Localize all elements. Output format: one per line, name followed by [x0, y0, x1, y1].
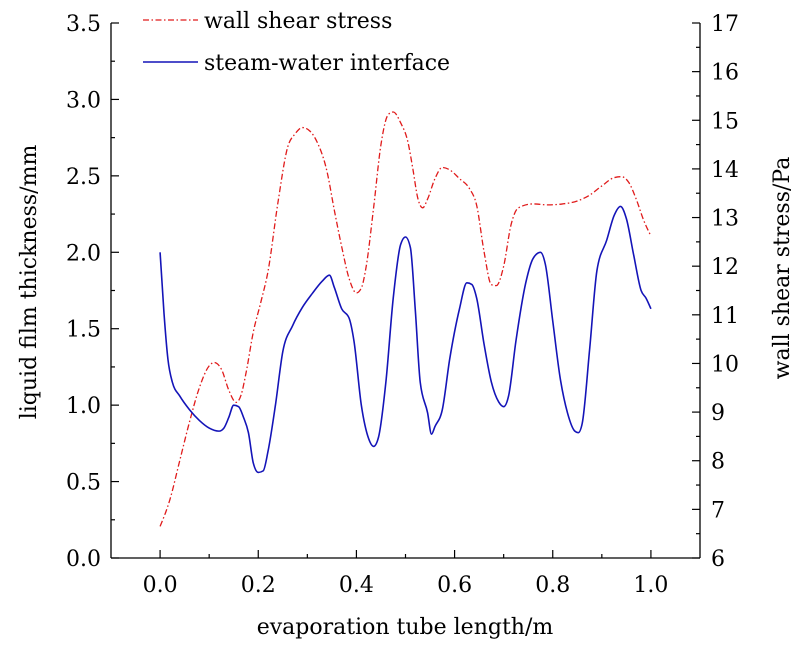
- y-tick-label-left: 0.5: [66, 471, 101, 496]
- y-tick-label-right: 10: [711, 352, 739, 377]
- y-tick-label-right: 12: [711, 255, 739, 280]
- y-tick-label-right: 13: [711, 207, 739, 232]
- y-tick-label-left: 2.5: [66, 165, 101, 190]
- y-tick-label-right: 14: [711, 158, 739, 183]
- tick-labels: 0.0 0.2 0.4 0.6 0.8 1.0 0.0 0.5 1.0 1.5 2.0 2.5 3.0 3…: [66, 12, 739, 598]
- x-tick-label: 0.8: [535, 573, 570, 598]
- y-tick-label-right: 7: [711, 498, 725, 523]
- x-tick-label: 0.0: [143, 573, 178, 598]
- y-tick-label-left: 2.0: [66, 241, 101, 266]
- x-tick-label: 0.2: [241, 573, 276, 598]
- x-tick-label: 1.0: [633, 573, 668, 598]
- y-axis-label-right: wall shear stress/Pa: [770, 157, 795, 380]
- y-tick-label-left: 3.5: [66, 12, 101, 37]
- y-tick-label-right: 16: [711, 61, 739, 86]
- y-tick-label-left: 1.0: [66, 394, 101, 419]
- plot-area: [159, 111, 652, 527]
- y-tick-label-right: 6: [711, 547, 725, 572]
- y-tick-label-right: 9: [711, 401, 725, 426]
- legend-label: wall shear stress: [204, 9, 392, 34]
- x-tick-label: 0.4: [339, 573, 374, 598]
- y-tick-label-left: 0.0: [66, 547, 101, 572]
- y-tick-label-right: 17: [711, 12, 739, 37]
- ticks: [111, 22, 700, 559]
- legend: wall shear stress steam-water interface: [143, 9, 450, 76]
- y-tick-label-left: 3.0: [66, 88, 101, 113]
- y-tick-label-right: 15: [711, 109, 739, 134]
- legend-label: steam-water interface: [204, 51, 450, 76]
- legend-item: steam-water interface: [143, 51, 450, 76]
- y-tick-label-left: 1.5: [66, 318, 101, 343]
- legend-item: wall shear stress: [143, 9, 392, 34]
- series-line-steam-water-interface: [159, 205, 652, 474]
- x-axis-label: evaporation tube length/m: [257, 615, 554, 640]
- y-tick-label-right: 8: [711, 450, 725, 475]
- y-tick-label-right: 11: [711, 304, 739, 329]
- x-tick-label: 0.6: [437, 573, 472, 598]
- y-axis-label-left: liquid film thickness/mm: [17, 145, 42, 420]
